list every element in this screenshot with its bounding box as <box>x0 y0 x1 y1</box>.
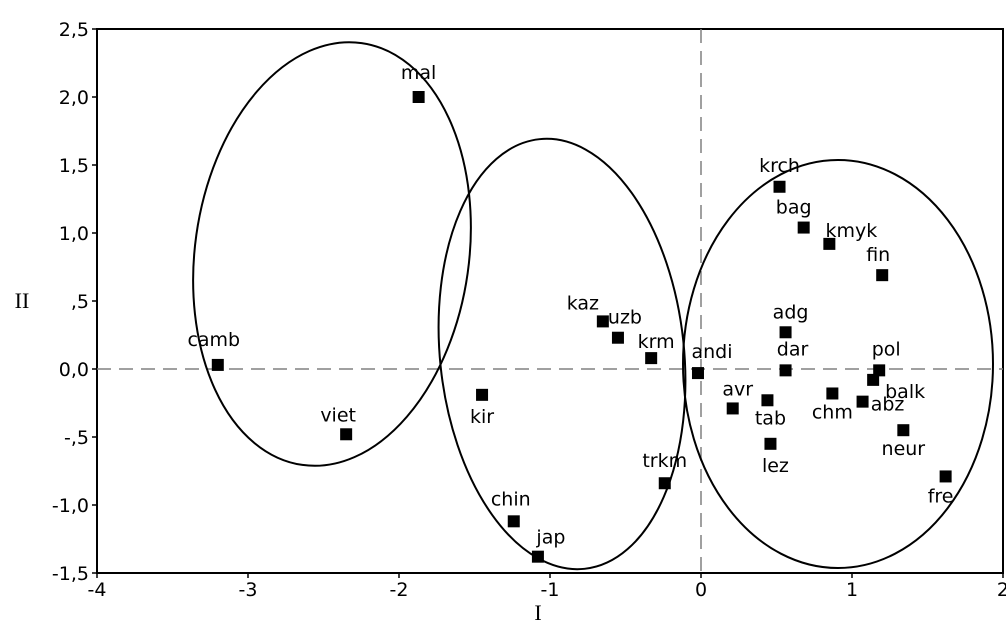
data-point-fin <box>876 269 889 282</box>
data-point-uzb <box>611 331 624 344</box>
data-point-krch <box>773 180 786 193</box>
data-point-dar <box>779 364 792 377</box>
data-point-adg <box>779 326 792 339</box>
y-tick-label: -,5 <box>64 427 89 449</box>
data-point-fre <box>939 470 952 483</box>
x-axis-ticks: -4 -3 -2 -1 0 1 2 <box>88 573 1006 601</box>
data-point-lez <box>764 437 777 450</box>
x-tick-label: -4 <box>88 579 107 601</box>
point-label-balk: balk <box>885 381 925 403</box>
point-label-trkm: trkm <box>642 450 687 472</box>
data-point-avr <box>726 402 739 415</box>
data-point-kaz <box>596 315 609 328</box>
data-point-balk <box>867 373 880 386</box>
point-label-camb: camb <box>187 329 240 351</box>
point-label-kaz: kaz <box>567 292 599 314</box>
y-tick-label: 1,0 <box>59 223 89 245</box>
point-label-lez: lez <box>762 455 789 477</box>
y-tick-label: 2,0 <box>59 87 89 109</box>
y-tick-label: ,5 <box>71 291 89 313</box>
y-axis-title: II <box>15 288 30 313</box>
point-label-tab: tab <box>755 407 786 429</box>
y-tick-label: 2,5 <box>59 19 89 41</box>
data-point-mal <box>412 91 425 103</box>
point-label-jap: jap <box>535 527 565 549</box>
data-point-trkm <box>658 477 671 490</box>
data-point-kmyk <box>823 237 836 250</box>
point-label-abz: abz <box>871 394 905 416</box>
y-tick-label: 1,5 <box>59 155 89 177</box>
point-label-andi: andi <box>691 341 732 363</box>
data-point-tab <box>761 394 774 407</box>
data-point-neur <box>897 424 910 437</box>
x-axis-title: I <box>534 600 541 625</box>
cluster-ellipses <box>192 41 994 571</box>
y-tick-label: -1,0 <box>52 495 89 517</box>
point-label-fre: fre <box>928 485 954 507</box>
data-point-kir <box>476 388 489 401</box>
x-tick-label: 2 <box>997 579 1006 601</box>
point-label-mal: mal <box>401 62 436 84</box>
x-tick-label: 0 <box>695 579 707 601</box>
point-label-bag: bag <box>776 197 812 219</box>
cluster-ellipse-middle <box>437 137 687 571</box>
data-point-pol <box>873 364 886 377</box>
point-label-uzb: uzb <box>608 307 642 329</box>
data-point-chm <box>826 387 839 400</box>
x-tick-label: -2 <box>390 579 409 601</box>
point-label-chm: chm <box>812 401 853 423</box>
x-tick-label: -1 <box>541 579 560 601</box>
cluster-ellipse-left <box>192 41 472 467</box>
x-tick-label: 1 <box>846 579 858 601</box>
point-label-fin: fin <box>866 244 890 266</box>
point-label-avr: avr <box>722 378 753 400</box>
data-point-jap <box>531 550 544 563</box>
y-tick-label: 0,0 <box>59 359 89 381</box>
data-point-bag <box>797 221 810 234</box>
data-point-abz <box>856 395 869 408</box>
point-label-chin: chin <box>491 488 531 510</box>
plot-frame <box>96 28 1004 574</box>
point-label-dar: dar <box>777 338 809 360</box>
data-point-chin <box>507 515 520 528</box>
point-label-kmyk: kmyk <box>825 220 877 242</box>
point-label-pol: pol <box>872 338 901 360</box>
data-point-krm <box>645 352 658 365</box>
data-point-viet <box>340 428 353 441</box>
y-tick-label: -1,5 <box>52 563 89 585</box>
point-label-kir: kir <box>470 406 494 428</box>
point-label-neur: neur <box>882 438 926 460</box>
x-tick-label: -3 <box>239 579 258 601</box>
cluster-ellipse-right <box>682 159 994 569</box>
point-label-adg: adg <box>773 301 809 323</box>
data-point-camb <box>211 358 224 371</box>
point-label-krm: krm <box>638 331 675 353</box>
y-axis-ticks: 2,5 2,0 1,5 1,0 ,5 0,0 -,5 -1,0 -1,5 <box>52 19 97 585</box>
point-label-krch: krch <box>759 155 800 177</box>
data-point-andi <box>691 367 704 380</box>
point-label-viet: viet <box>320 404 356 426</box>
